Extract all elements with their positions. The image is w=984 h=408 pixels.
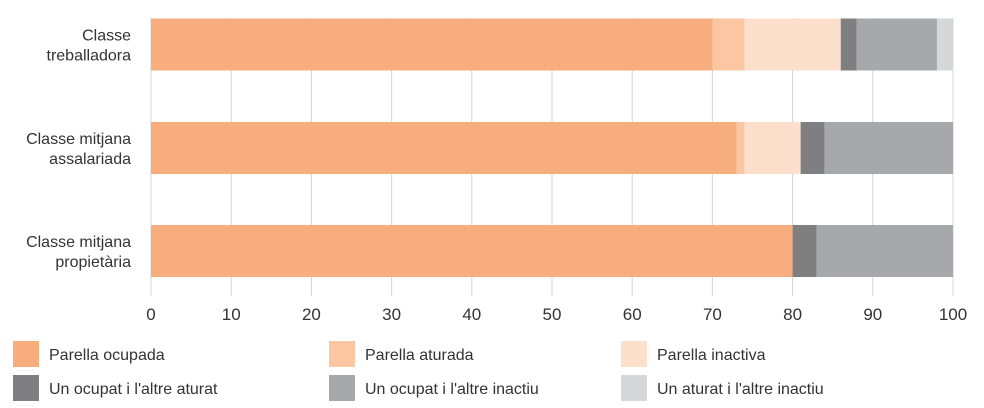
legend-label-3: Un ocupat i l'altre aturat: [49, 381, 218, 398]
category-label-1: Classe mitjana assalariada: [26, 131, 131, 168]
bar-segment-1-1: [736, 122, 745, 174]
category-label-line: Classe mitjana: [26, 131, 131, 148]
bar-segment-0-4: [856, 18, 937, 71]
bar-segment-1-2: [744, 122, 801, 174]
legend-label-2: Parella inactiva: [657, 347, 766, 364]
x-tick-label-60: 60: [623, 305, 642, 324]
category-label-line: treballadora: [47, 48, 132, 65]
legend-swatch-2: [621, 341, 647, 367]
bar-segment-0-3: [840, 18, 857, 71]
legend-swatch-4: [329, 375, 355, 401]
bar-segment-0-1: [712, 18, 745, 71]
category-label-line: assalariada: [49, 151, 131, 168]
category-label-line: propietària: [55, 254, 131, 271]
category-labels: Classe treballadora Classe mitjana assalari…: [26, 28, 131, 272]
bar-segment-1-3: [800, 122, 825, 174]
x-tick-label-80: 80: [783, 305, 802, 324]
category-label-2: Classe mitjana propietària: [26, 234, 131, 271]
legend-label-4: Un ocupat i l'altre inactiu: [365, 381, 539, 398]
x-tick-label-70: 70: [703, 305, 722, 324]
x-axis-ticks: 0 10 20 30 40 50 60 70 80 90 100: [146, 305, 967, 324]
legend-swatch-3: [13, 375, 39, 401]
legend-label-0: Parella ocupada: [49, 347, 165, 364]
bars: [151, 18, 953, 277]
x-tick-label-20: 20: [302, 305, 321, 324]
bar-segment-1-4: [824, 122, 953, 174]
legend-swatch-1: [329, 341, 355, 367]
x-tick-label-50: 50: [543, 305, 562, 324]
x-tick-label-40: 40: [462, 305, 481, 324]
x-tick-label-30: 30: [382, 305, 401, 324]
legend-label-1: Parella aturada: [365, 347, 474, 364]
legend-swatch-5: [621, 375, 647, 401]
legend: Parella ocupada Parella aturada Parella in…: [13, 341, 824, 401]
category-label-line: Classe mitjana: [26, 234, 131, 251]
x-tick-label-0: 0: [146, 305, 155, 324]
category-label-line: Classe: [82, 28, 131, 45]
bar-segment-0-2: [744, 18, 841, 71]
x-tick-label-100: 100: [939, 305, 967, 324]
bar-segment-2-3: [792, 225, 817, 277]
bar-segment-2-0: [151, 225, 793, 277]
x-tick-label-10: 10: [222, 305, 241, 324]
category-label-0: Classe treballadora: [47, 28, 132, 65]
bar-segment-2-4: [816, 225, 953, 277]
bar-segment-0-5: [936, 18, 953, 71]
bar-segment-0-0: [151, 18, 713, 71]
x-tick-label-90: 90: [863, 305, 882, 324]
legend-label-5: Un aturat i l'altre inactiu: [657, 381, 824, 398]
legend-swatch-0: [13, 341, 39, 367]
bar-segment-1-0: [151, 122, 737, 174]
